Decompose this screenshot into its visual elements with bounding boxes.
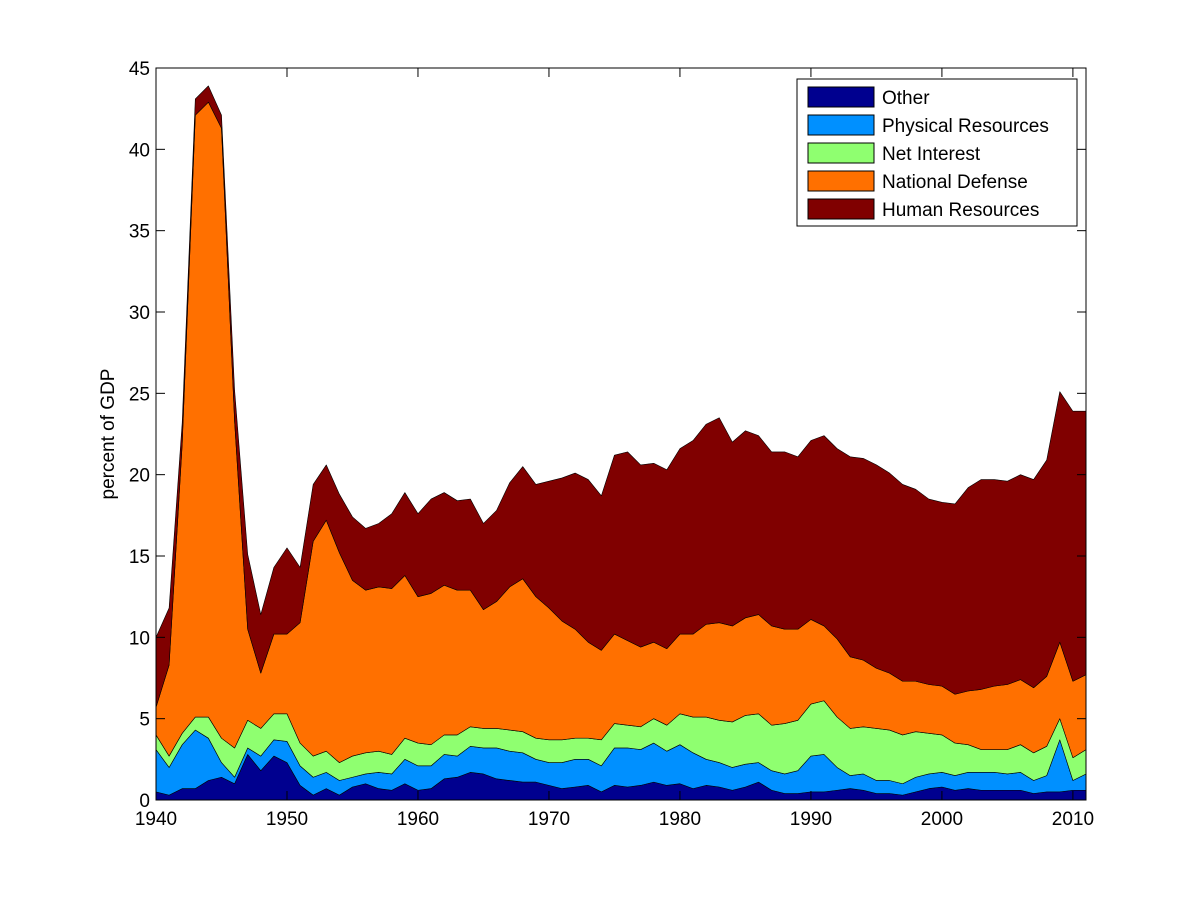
legend-label: Human Resources [882, 200, 1039, 221]
legend-label: Physical Resources [882, 116, 1049, 137]
x-tick-label: 1950 [266, 809, 308, 830]
y-tick-label: 20 [129, 466, 150, 487]
y-tick-label: 35 [129, 222, 150, 243]
x-tick-label: 1980 [659, 809, 701, 830]
x-tick-label: 2000 [921, 809, 963, 830]
legend-swatch [807, 198, 875, 220]
legend-swatch [807, 86, 875, 108]
y-axis-label: percent of GDP [98, 369, 119, 500]
y-tick-label: 40 [129, 140, 150, 161]
x-tick-label: 1960 [397, 809, 439, 830]
legend-label: Net Interest [882, 144, 981, 165]
y-tick-label: 10 [129, 628, 150, 649]
x-tick-label: 2010 [1052, 809, 1094, 830]
legend: Other Physical Resources Net Interest Natio… [796, 78, 1078, 227]
legend-swatch [807, 170, 875, 192]
x-axis: 1940 1950 1960 1970 1980 1990 2000 2010 [135, 68, 1094, 830]
y-tick-label: 0 [139, 791, 150, 812]
y-tick-label: 45 [129, 59, 150, 80]
y-tick-label: 15 [129, 547, 150, 568]
legend-swatch [807, 114, 875, 136]
x-tick-label: 1990 [790, 809, 832, 830]
x-tick-label: 1970 [528, 809, 570, 830]
legend-label: National Defense [882, 172, 1028, 193]
y-tick-label: 5 [139, 710, 150, 731]
series-areas [155, 85, 1087, 801]
x-tick-label: 1940 [135, 809, 177, 830]
y-tick-label: 30 [129, 303, 150, 324]
legend-swatch [807, 142, 875, 164]
plot-frame [155, 67, 1087, 801]
legend-label: Other [882, 88, 930, 109]
y-tick-label: 25 [129, 384, 150, 405]
y-axis: 0 5 10 15 20 25 30 35 40 45 [129, 59, 1086, 812]
